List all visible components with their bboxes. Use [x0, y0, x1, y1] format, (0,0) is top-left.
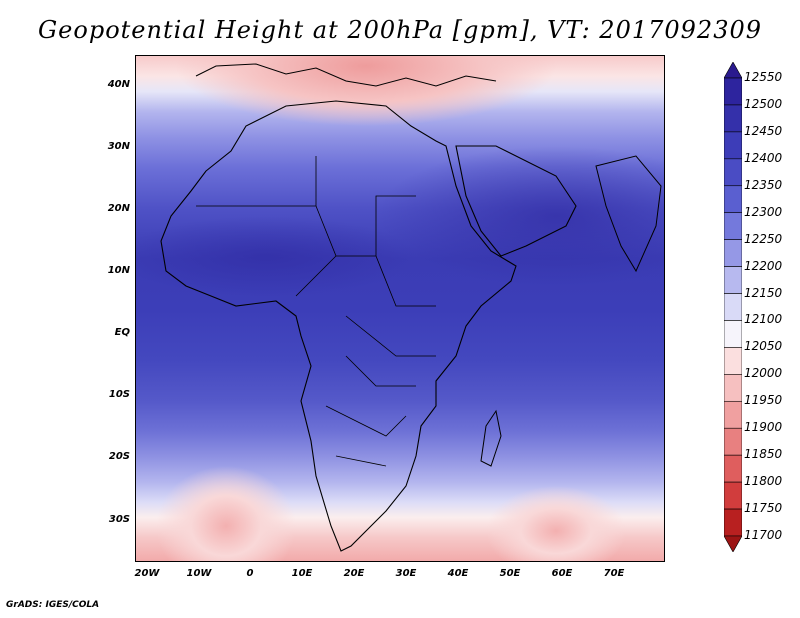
- lon-label-30e: 30E: [395, 568, 417, 579]
- lat-label-20s: 20S: [108, 451, 130, 462]
- colorbar-top-arrow: [724, 62, 742, 79]
- colorbar-label: 11700: [744, 528, 783, 542]
- colorbar-cell: [724, 185, 742, 214]
- colorbar-cell: [724, 131, 742, 160]
- colorbar-cell: [724, 293, 742, 321]
- lat-label-30n: 30N: [107, 141, 130, 152]
- lat-label-30s: 30S: [108, 514, 130, 525]
- colorbar-label: 12400: [744, 150, 783, 165]
- map-title: Geopotential Height at 200hPa [gpm], VT:…: [38, 16, 762, 44]
- colorbar-cell: [724, 104, 742, 133]
- footer-credit: GrADS: IGES/COLA: [6, 600, 100, 610]
- colorbar-label: 11750: [744, 501, 783, 516]
- colorbar-label: 12250: [744, 231, 783, 246]
- colorbar-label: 11950: [744, 393, 783, 408]
- lon-label-0: 0: [246, 568, 254, 579]
- lon-label-20w: 20W: [134, 568, 160, 579]
- lat-label-eq: EQ: [114, 327, 130, 338]
- colorbar-cell: [724, 427, 742, 456]
- lon-label-10e: 10E: [291, 568, 313, 579]
- colorbar-label: 12550: [744, 70, 783, 84]
- map-panel: [135, 55, 665, 562]
- colorbar-label: 11800: [744, 474, 783, 489]
- colorbar-cell: [724, 158, 742, 187]
- colorbar-cell: [724, 508, 742, 537]
- colorbar-label: 12300: [744, 204, 783, 219]
- colorbar-cell: [724, 347, 742, 375]
- lon-label-10w: 10W: [186, 568, 212, 579]
- colorbar-label: 12000: [744, 366, 783, 381]
- lat-label-40n: 40N: [107, 79, 130, 90]
- colorbar-label: 12450: [744, 123, 783, 138]
- colorbar-label: 12200: [744, 258, 783, 273]
- lon-label-20e: 20E: [343, 568, 365, 579]
- lat-label-10n: 10N: [107, 265, 130, 276]
- colorbar-cell: [724, 374, 742, 402]
- colorbar-label: 11850: [744, 447, 783, 462]
- colorbar-label: 12100: [744, 312, 783, 327]
- lat-label-10s: 10S: [108, 389, 130, 400]
- colorbar-label: 12350: [744, 177, 783, 192]
- height-field-map: [136, 56, 664, 561]
- colorbar-label: 12050: [744, 339, 783, 354]
- colorbar-cell: [724, 454, 742, 483]
- colorbar-cell: [724, 212, 742, 240]
- colorbar-cell: [724, 400, 742, 429]
- colorbar-cell: [724, 320, 742, 348]
- colorbar-cell: [724, 481, 742, 510]
- colorbar-bottom-arrow: [724, 535, 742, 552]
- colorbar-cell: [724, 266, 742, 294]
- lon-label-70e: 70E: [603, 568, 625, 579]
- colorbar-label: 12500: [744, 96, 783, 111]
- colorbar-label: 12150: [744, 285, 783, 300]
- colorbar-cell: [724, 239, 742, 267]
- colorbar-label: 11900: [744, 420, 783, 435]
- lon-label-60e: 60E: [551, 568, 573, 579]
- colorbar-cell: [724, 77, 742, 106]
- lon-label-50e: 50E: [499, 568, 521, 579]
- lat-label-20n: 20N: [107, 203, 130, 214]
- lon-label-40e: 40E: [447, 568, 469, 579]
- colorbar: [724, 62, 742, 552]
